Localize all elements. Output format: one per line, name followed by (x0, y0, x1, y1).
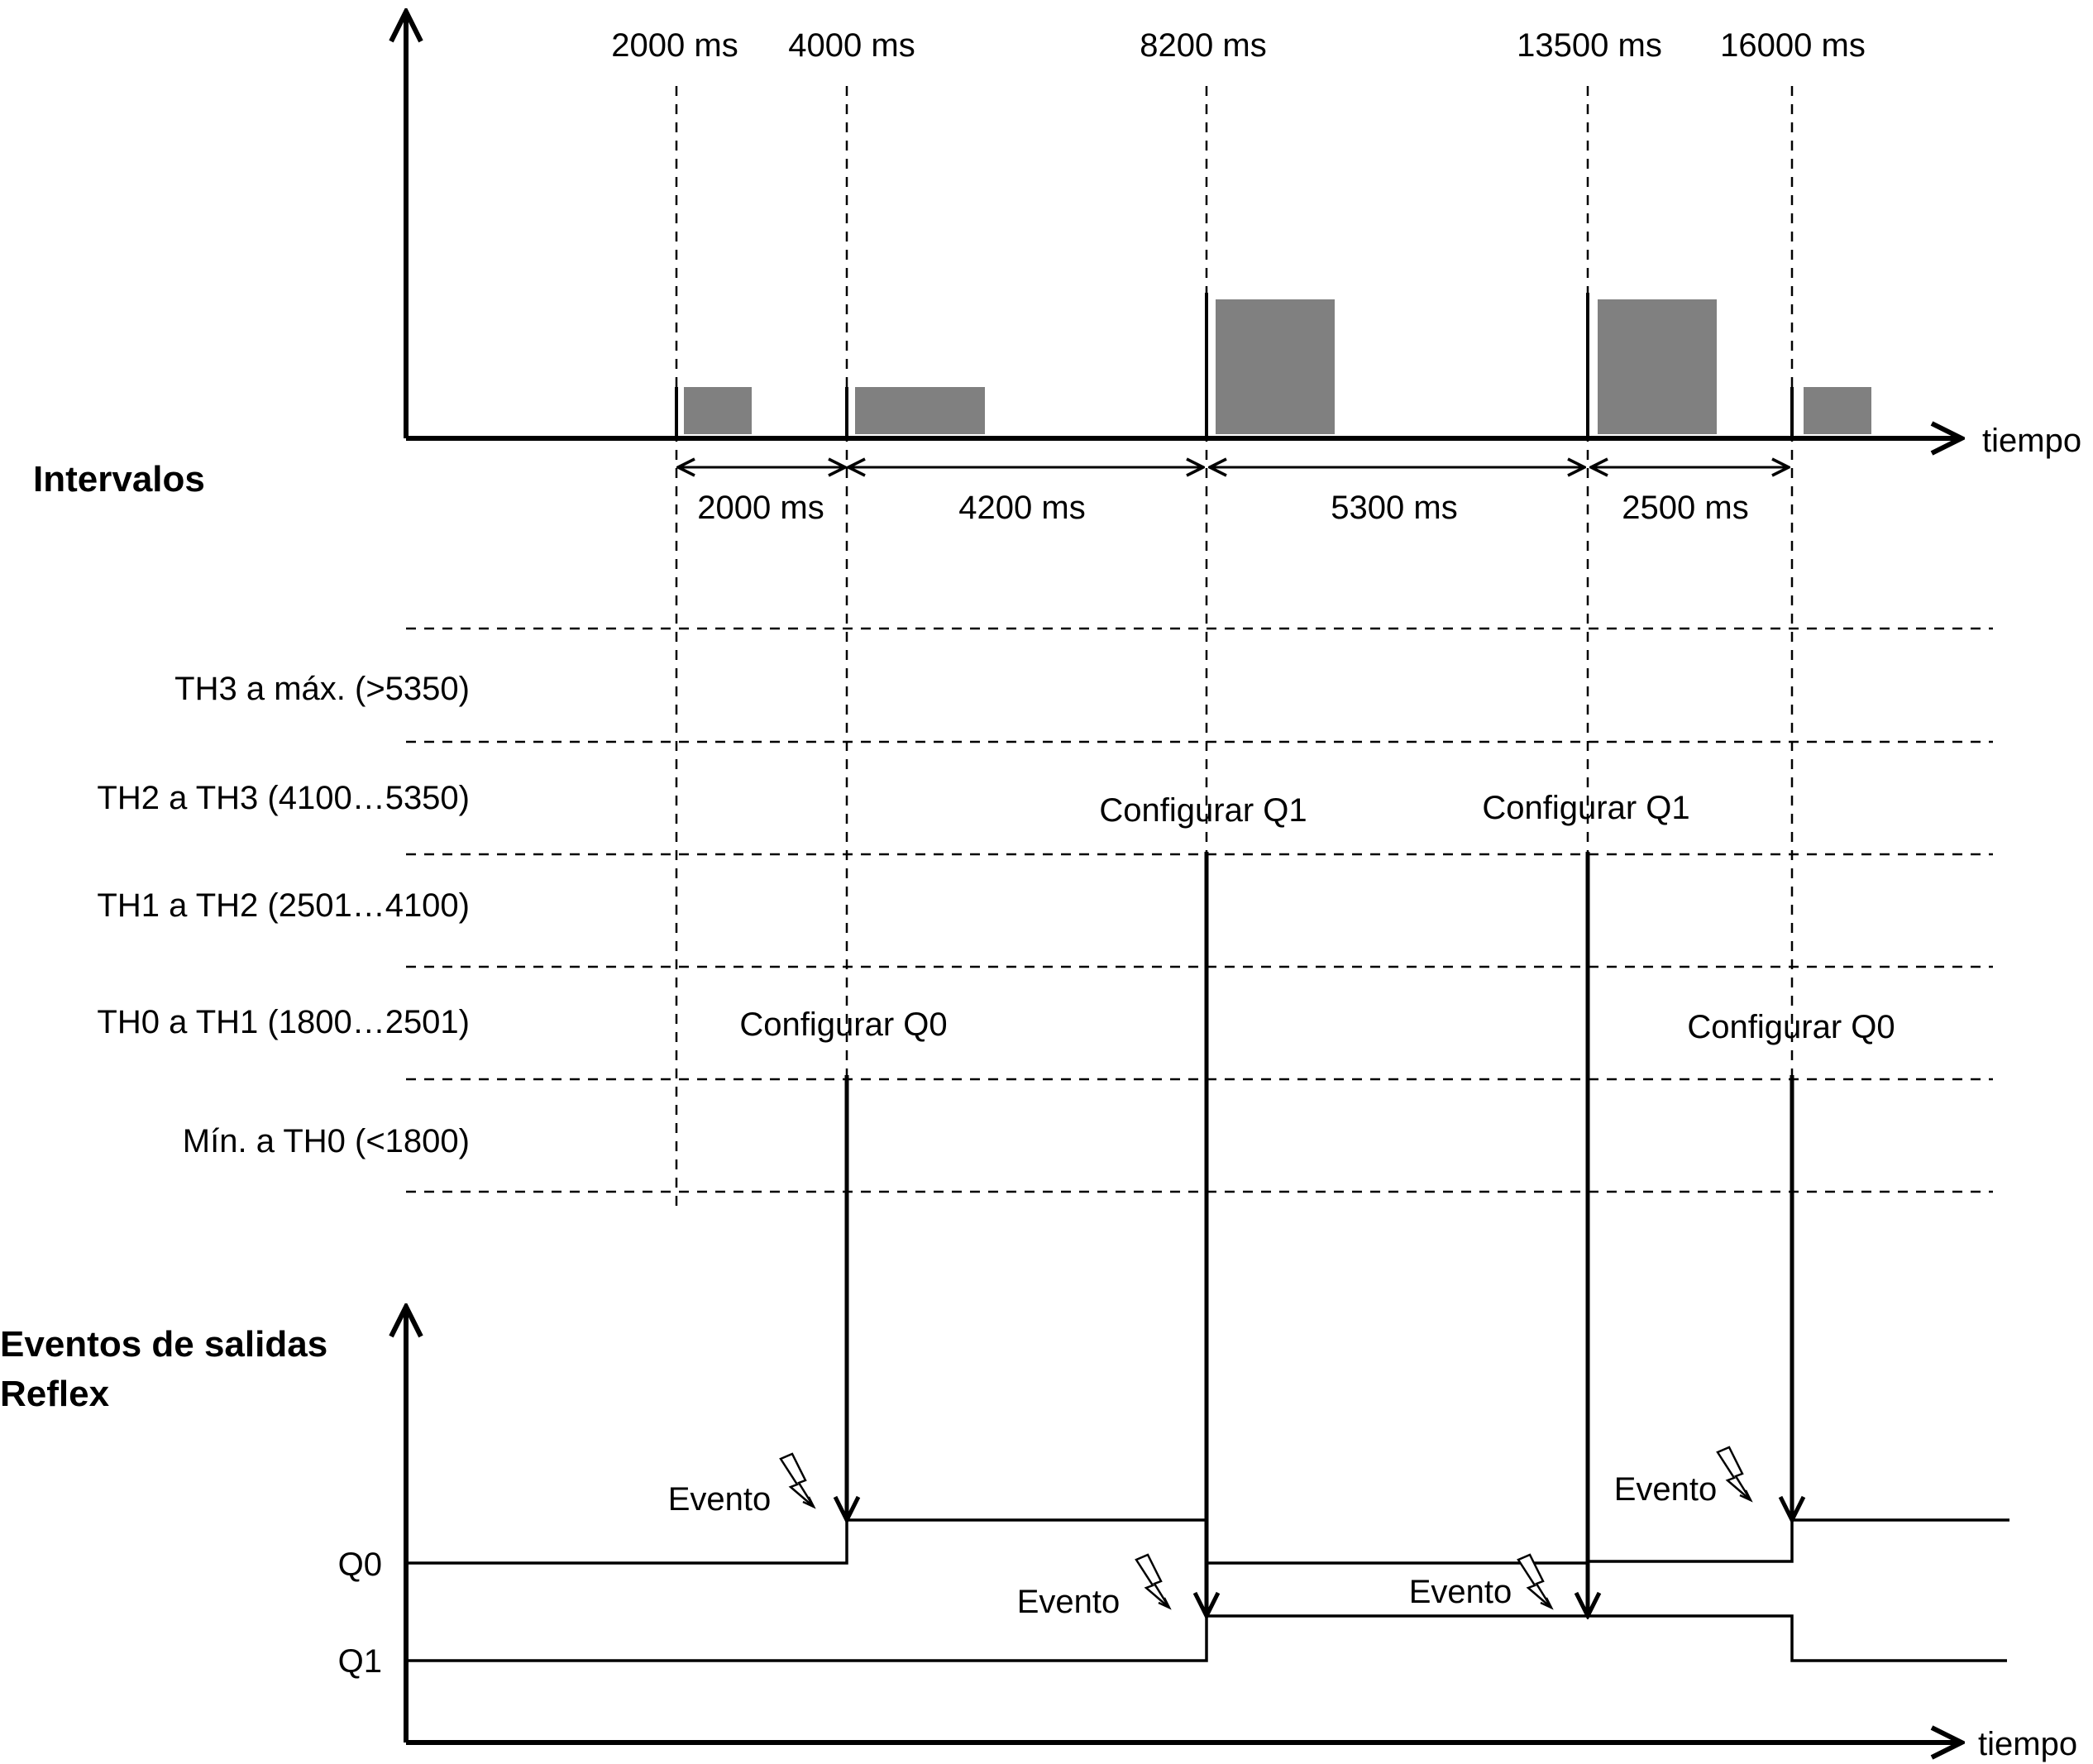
action-label-configure-q1: Configurar Q1 (1099, 792, 1307, 829)
lightning-icon (1517, 1553, 1554, 1610)
q1-signal (406, 1614, 2007, 1662)
time-label-8200: 8200 ms (1140, 27, 1266, 64)
range-label-min-th0: Mín. a TH0 (<1800) (183, 1123, 470, 1159)
range-label-th2-th3: TH2 a TH3 (4100…5350) (97, 780, 470, 816)
interval-label-3: 5300 ms (1331, 490, 1457, 526)
action-label-configure-q0: Configurar Q0 (1687, 1009, 1895, 1045)
interval-label-4: 2500 ms (1622, 490, 1748, 526)
q0-label: Q0 (338, 1546, 382, 1583)
event-label: Evento (668, 1481, 772, 1518)
events-title-line2: Reflex (0, 1374, 110, 1414)
range-label-th0-th1: TH0 a TH1 (1800…2501) (97, 1004, 470, 1040)
top-axis-label: tiempo (1982, 423, 2081, 459)
action-label-configure-q1: Configurar Q1 (1482, 790, 1689, 826)
reflex-events: Eventos de salidas Reflex tiempo Q0 Q1 (0, 852, 2077, 1762)
pulse-block (1216, 299, 1335, 434)
interval-label-1: 2000 ms (697, 490, 824, 526)
interval-label-2: 4200 ms (958, 490, 1085, 526)
time-label-16000: 16000 ms (1720, 27, 1866, 64)
time-label-4000: 4000 ms (788, 27, 915, 64)
range-label-th3-max: TH3 a máx. (>5350) (174, 671, 470, 707)
q1-label: Q1 (338, 1643, 382, 1680)
time-label-13500: 13500 ms (1517, 27, 1662, 64)
time-label-2000: 2000 ms (611, 27, 738, 64)
time-marker-lines (675, 86, 1794, 1214)
event-label: Evento (1017, 1584, 1121, 1620)
bottom-axis-label: tiempo (1978, 1726, 2077, 1762)
range-separators (406, 627, 1993, 1193)
pulse-block (1598, 299, 1717, 434)
event-label: Evento (1614, 1471, 1718, 1508)
action-label-configure-q0: Configurar Q0 (739, 1006, 947, 1043)
pulse-block (1804, 387, 1871, 434)
threshold-ranges: TH3 a máx. (>5350) TH2 a TH3 (4100…5350)… (97, 627, 1993, 1193)
event-label: Evento (1409, 1574, 1512, 1610)
range-label-th1-th2: TH1 a TH2 (2501…4100) (97, 887, 470, 924)
intervals-title: Intervalos (33, 459, 205, 500)
pulse-edges (675, 293, 1794, 438)
pulse-block (855, 387, 985, 434)
events-title-line1: Eventos de salidas (0, 1324, 327, 1365)
lightning-icon (779, 1452, 816, 1509)
pulse-timeline: tiempo 2000 ms 4000 ms 8200 ms 13500 ms … (33, 12, 2081, 1214)
q0-signal (406, 1518, 2009, 1565)
lightning-icon (1716, 1446, 1753, 1503)
lightning-icon (1135, 1553, 1172, 1610)
pulse-block (684, 387, 752, 434)
pulses (684, 299, 1871, 434)
